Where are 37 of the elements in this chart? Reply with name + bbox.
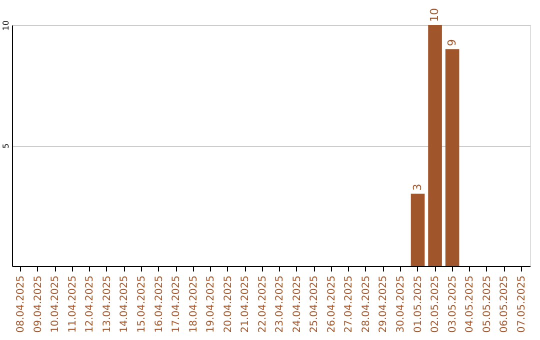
- x-tick-label: 27.04.2025: [344, 276, 355, 333]
- x-tick-label: 18.04.2025: [188, 276, 200, 333]
- data-label: 9: [445, 39, 458, 46]
- x-tick-label: 29.04.2025: [378, 276, 390, 333]
- data-label: 10: [428, 8, 442, 22]
- x-tick-label: 03.05.2025: [447, 276, 458, 333]
- x-tick-label: 20.04.2025: [222, 276, 234, 333]
- x-tick-label: 09.04.2025: [32, 276, 44, 333]
- x-tick-label: 04.05.2025: [464, 276, 476, 333]
- x-tick-label: 12.04.2025: [84, 276, 96, 333]
- x-tick-label: 23.04.2025: [274, 276, 286, 333]
- x-tick-label: 24.04.2025: [292, 276, 303, 333]
- x-tick-label: 01.05.2025: [412, 276, 424, 333]
- x-tick-label: 14.04.2025: [119, 276, 130, 333]
- x-tick-label: 22.04.2025: [257, 276, 268, 333]
- x-tick-label: 08.04.2025: [16, 276, 27, 333]
- x-tick-label: 26.04.2025: [326, 276, 338, 333]
- bar: [445, 49, 460, 266]
- x-tick-label: 06.05.2025: [499, 276, 510, 333]
- x-tick-label: 15.04.2025: [136, 276, 148, 333]
- x-tick-label: 19.04.2025: [206, 276, 217, 333]
- bar: [410, 194, 425, 266]
- x-tick-label: 16.04.2025: [154, 276, 165, 333]
- x-tick-label: 05.05.2025: [482, 276, 493, 333]
- x-tick-label: 25.04.2025: [309, 276, 320, 333]
- x-tick-label: 30.04.2025: [396, 276, 406, 333]
- x-tick-label: 17.04.2025: [171, 276, 182, 333]
- x-tick-label: 10.04.2025: [50, 276, 62, 333]
- x-tick-label: 21.04.2025: [240, 276, 252, 333]
- y-tick-label: 5: [2, 143, 10, 149]
- bar: [428, 25, 442, 266]
- x-tick-label: 11.04.2025: [67, 276, 78, 333]
- x-tick-label: 02.05.2025: [430, 276, 442, 333]
- x-tick-label: 07.05.2025: [516, 276, 528, 333]
- x-tick-label: 13.04.2025: [102, 276, 113, 333]
- x-tick-label: 28.04.2025: [360, 276, 372, 333]
- data-label: 3: [410, 184, 424, 191]
